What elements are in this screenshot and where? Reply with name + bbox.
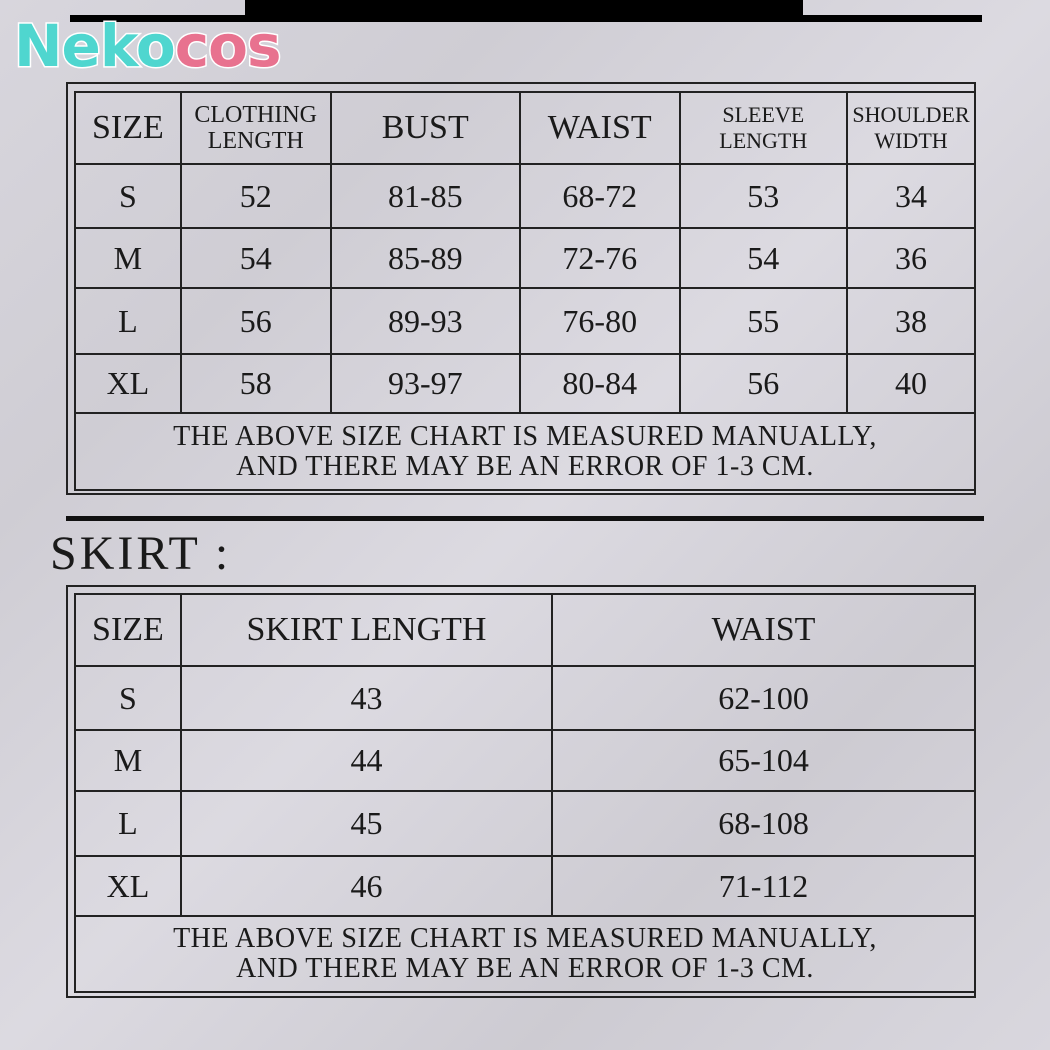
size-cell: S	[74, 163, 182, 229]
skirt-table-frame	[66, 585, 976, 998]
size-cell: L	[74, 287, 182, 355]
top-size-table: SIZE CLOTHING LENGTH BUST WAIST SLEEVE LENGT…	[74, 91, 976, 491]
note-line: THE ABOVE SIZE CHART IS MEASURED MANUALL…	[173, 923, 877, 954]
brand-logo: Nekocos	[13, 11, 283, 82]
table-row: M 44 65-104	[74, 729, 976, 792]
size-cell: M	[74, 729, 182, 792]
header-rule	[70, 15, 982, 22]
column-header: WAIST	[518, 91, 681, 165]
value-cell: 53	[678, 163, 849, 229]
value-cell: 44	[179, 729, 554, 792]
column-header: SIZE	[74, 593, 182, 667]
value-cell: 34	[846, 163, 976, 229]
table-row: XL 46 71-112	[74, 855, 976, 917]
column-header: SKIRT LENGTH	[179, 593, 554, 667]
note-line: AND THERE MAY BE AN ERROR OF 1-3 CM.	[236, 953, 814, 984]
measurement-note: THE ABOVE SIZE CHART IS MEASURED MANUALL…	[74, 412, 976, 491]
value-cell: 93-97	[329, 353, 521, 414]
value-cell: 38	[846, 287, 976, 355]
table-row: M 54 85-89 72-76 54 36	[74, 227, 976, 289]
column-header: SLEEVE LENGTH	[678, 91, 849, 165]
value-cell: 40	[846, 353, 976, 414]
note-row: THE ABOVE SIZE CHART IS MEASURED MANUALL…	[74, 915, 976, 993]
value-cell: 52	[179, 163, 332, 229]
value-cell: 58	[179, 353, 332, 414]
value-cell: 72-76	[518, 227, 681, 289]
table-row: L 56 89-93 76-80 55 38	[74, 287, 976, 355]
size-cell: XL	[74, 855, 182, 917]
value-cell: 54	[179, 227, 332, 289]
value-cell: 55	[678, 287, 849, 355]
value-cell: 89-93	[329, 287, 521, 355]
table-row: L 45 68-108	[74, 790, 976, 857]
value-cell: 76-80	[518, 287, 681, 355]
note-line: THE ABOVE SIZE CHART IS MEASURED MANUALL…	[173, 420, 877, 452]
value-cell: 45	[179, 790, 554, 857]
size-cell: XL	[74, 353, 182, 414]
column-header: SHOULDER WIDTH	[846, 91, 976, 165]
value-cell: 56	[678, 353, 849, 414]
header-row: SIZE SKIRT LENGTH WAIST	[74, 593, 976, 667]
column-header: SIZE	[74, 91, 182, 165]
size-cell: L	[74, 790, 182, 857]
value-cell: 46	[179, 855, 554, 917]
table-row: S 43 62-100	[74, 665, 976, 731]
value-cell: 85-89	[329, 227, 521, 289]
size-cell: S	[74, 665, 182, 731]
value-cell: 36	[846, 227, 976, 289]
skirt-title: SKIRT :	[50, 527, 232, 580]
header-row: SIZE CLOTHING LENGTH BUST WAIST SLEEVE LENGT…	[74, 91, 976, 165]
value-cell: 68-108	[551, 790, 976, 857]
measurement-note: THE ABOVE SIZE CHART IS MEASURED MANUALL…	[74, 915, 976, 993]
column-header: BUST	[329, 91, 521, 165]
value-cell: 68-72	[518, 163, 681, 229]
column-header: CLOTHING LENGTH	[179, 91, 332, 165]
top-table-frame	[66, 82, 976, 495]
value-cell: 71-112	[551, 855, 976, 917]
value-cell: 80-84	[518, 353, 681, 414]
value-cell: 65-104	[551, 729, 976, 792]
size-cell: M	[74, 227, 182, 289]
value-cell: 62-100	[551, 665, 976, 731]
note-row: THE ABOVE SIZE CHART IS MEASURED MANUALL…	[74, 412, 976, 491]
table-row: S 52 81-85 68-72 53 34	[74, 163, 976, 229]
value-cell: 56	[179, 287, 332, 355]
value-cell: 81-85	[329, 163, 521, 229]
value-cell: 43	[179, 665, 554, 731]
skirt-size-table: SIZE SKIRT LENGTH WAIST S 43 62-100 M 44 65-104 L…	[74, 593, 976, 993]
table-row: XL 58 93-97 80-84 56 40	[74, 353, 976, 414]
note-line: AND THERE MAY BE AN ERROR OF 1-3 CM.	[236, 450, 814, 482]
header-block	[245, 0, 803, 18]
section-divider	[66, 516, 984, 521]
column-header: WAIST	[551, 593, 976, 667]
value-cell: 54	[678, 227, 849, 289]
